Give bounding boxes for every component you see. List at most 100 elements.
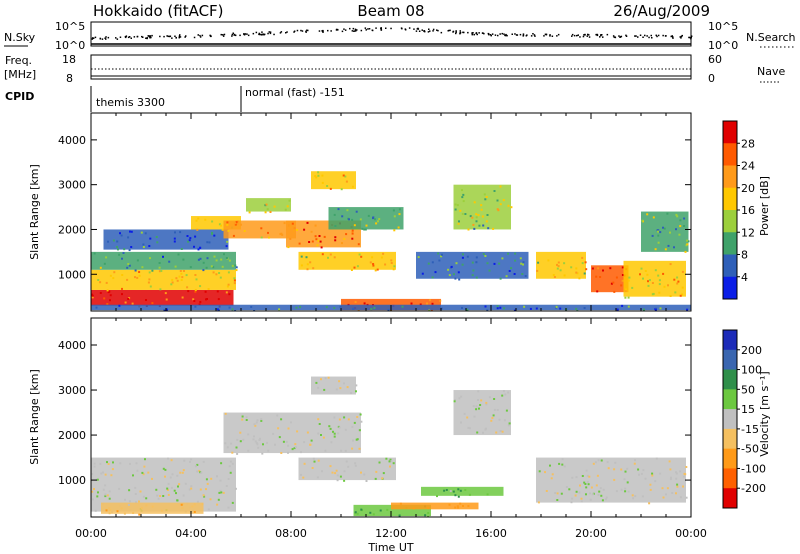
nsky-point (296, 29, 299, 32)
heatmap-cell (184, 482, 187, 485)
heatmap-cell (522, 261, 525, 264)
heatmap-cell (507, 252, 509, 255)
heatmap-cell (180, 279, 183, 281)
heatmap-cell (558, 462, 561, 465)
heatmap-cell (254, 440, 257, 443)
heatmap-region (453, 390, 511, 436)
heatmap-cell (588, 475, 591, 478)
nsky-point (199, 36, 202, 38)
nsky-point (576, 34, 578, 37)
heatmap-cell (676, 282, 679, 285)
heatmap-cell (189, 237, 192, 240)
x-tick-labels: 00:00 04:00 08:00 12:00 16:00 20:00 00:00 (75, 527, 707, 540)
heatmap-cell (570, 266, 573, 269)
heatmap-cell (314, 224, 317, 227)
heatmap-cell (673, 278, 676, 281)
heatmap-cell (491, 416, 494, 419)
heatmap-cell (613, 290, 616, 293)
heatmap-cell (334, 236, 337, 239)
heatmap-cell (586, 474, 589, 477)
heatmap-cell (285, 440, 288, 443)
heatmap-cell (219, 479, 222, 482)
heatmap-cell (501, 430, 504, 433)
heatmap-cell (320, 246, 323, 249)
heatmap-cell (679, 294, 682, 297)
freq-label-1: Freq. (5, 54, 32, 67)
heatmap-cell (211, 220, 214, 223)
heatmap-cell (466, 308, 469, 311)
heatmap-cell (219, 489, 222, 492)
heatmap-cell (386, 508, 389, 511)
nsky-point (488, 33, 490, 36)
left-top-tick: 10^5 (55, 20, 85, 33)
heatmap-cell (374, 477, 377, 480)
heatmap-cell (167, 482, 170, 485)
heatmap-cell (225, 257, 228, 259)
heatmap-cell (455, 262, 458, 265)
heatmap-cell (162, 495, 165, 497)
heatmap-cell (300, 473, 302, 476)
heatmap-cell (607, 467, 610, 470)
nsky-point (588, 34, 590, 36)
heatmap-cell (324, 377, 327, 380)
colorbar-tick-label: 16 (741, 204, 755, 217)
heatmap-cell (108, 512, 111, 515)
heatmap-cell (457, 222, 460, 225)
heatmap-cell (654, 308, 657, 311)
nsky-point (650, 34, 652, 37)
heatmap-cell (387, 309, 390, 311)
heatmap-cell (372, 513, 375, 516)
heatmap-cell (225, 291, 228, 294)
heatmap-cell (344, 175, 347, 178)
heatmap-cell (253, 423, 256, 426)
nsky-point (545, 33, 548, 36)
heatmap-cell (462, 505, 464, 507)
heatmap-cell (305, 256, 308, 259)
nsky-point (327, 29, 329, 32)
heatmap-cell (207, 508, 210, 511)
heatmap-cell (106, 303, 109, 305)
heatmap-cell (245, 419, 248, 421)
heatmap-cell (355, 384, 358, 387)
heatmap-cell (306, 263, 309, 266)
heatmap-cell (190, 485, 193, 488)
heatmap-cell (193, 503, 196, 506)
heatmap-cell (135, 501, 137, 504)
colorbar-tick-label: 8 (741, 249, 748, 262)
heatmap-cell (247, 449, 250, 452)
heatmap-cell (198, 303, 201, 306)
cpid-segment-1: themis 3300 (96, 96, 165, 109)
heatmap-cell (602, 269, 604, 272)
heatmap-cell (480, 399, 483, 402)
heatmap-cell (196, 228, 199, 231)
heatmap-cell (398, 213, 401, 216)
heatmap-cell (555, 305, 558, 308)
heatmap-cell (343, 479, 346, 482)
heatmap-cell (384, 263, 387, 266)
heatmap-cell (354, 511, 357, 514)
heatmap-cell (155, 488, 158, 491)
heatmap-cell (675, 492, 677, 495)
heatmap-cell (427, 506, 430, 509)
nsky-point (222, 34, 224, 36)
nsearch-label: N.Search (746, 31, 796, 44)
heatmap-cell (337, 432, 340, 435)
nsky-point (680, 35, 683, 38)
nsky-point (147, 35, 149, 37)
heatmap-cell (118, 487, 121, 490)
heatmap-cell (612, 281, 615, 284)
heatmap-cell (388, 460, 391, 463)
heatmap-cell (189, 266, 192, 269)
heatmap-cell (504, 393, 507, 396)
heatmap-cell (514, 259, 517, 262)
heatmap-cell (335, 388, 338, 391)
y-tick-label: 4000 (58, 134, 86, 147)
heatmap-cell (131, 302, 134, 305)
heatmap-cell (595, 484, 598, 487)
heatmap-region (311, 171, 356, 190)
heatmap-cell (484, 305, 487, 308)
heatmap-cell (323, 388, 326, 391)
heatmap-cell (151, 269, 154, 272)
heatmap-cell (501, 257, 504, 260)
